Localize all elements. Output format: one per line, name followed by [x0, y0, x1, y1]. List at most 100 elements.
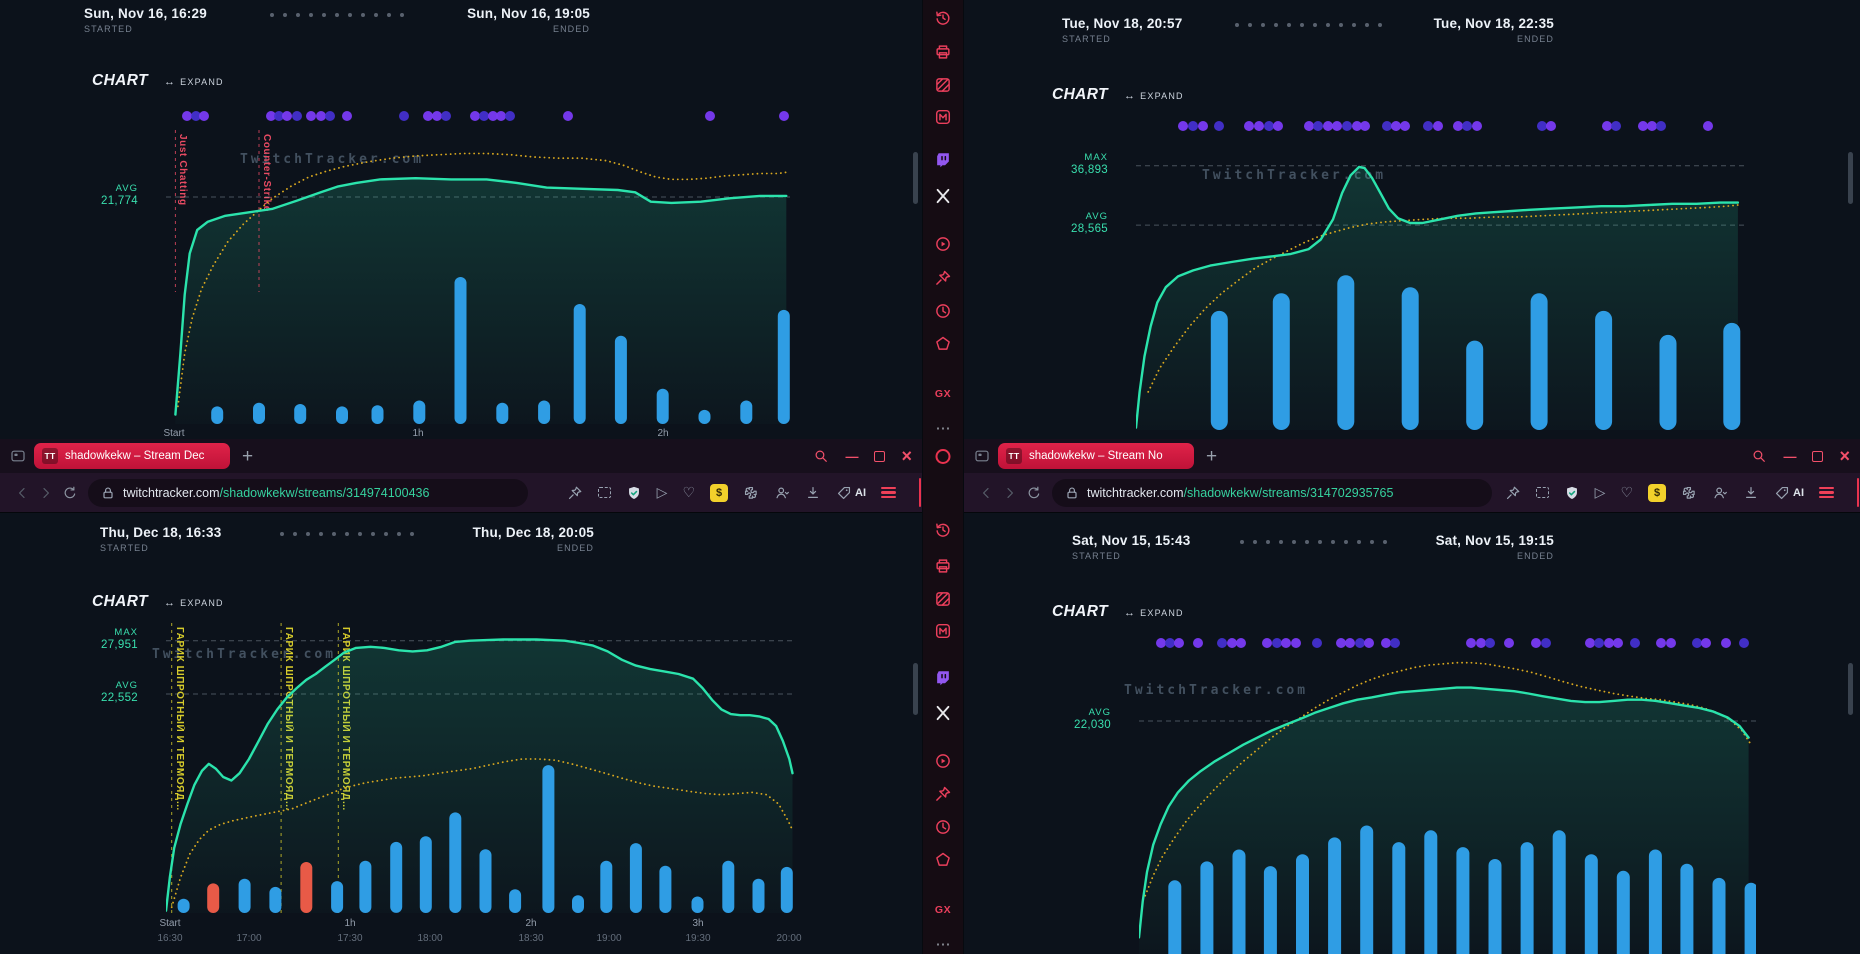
snapshot-icon[interactable] — [597, 487, 611, 498]
active-tab[interactable]: TT shadowkekw – Stream Dec — [34, 443, 230, 469]
site-info-icon[interactable] — [1064, 485, 1080, 501]
close-button[interactable]: × — [1839, 445, 1850, 466]
stream-chart-plot[interactable] — [1139, 658, 1756, 954]
twitch-icon[interactable] — [933, 150, 953, 170]
address-field[interactable]: twitchtracker.com/shadowkekw/streams/314… — [1052, 478, 1492, 507]
more-icon[interactable]: ⋯ — [935, 936, 951, 953]
activity-dot — [1655, 121, 1666, 131]
messenger-icon[interactable] — [933, 107, 953, 127]
chart-section-title: CHART — [92, 593, 148, 610]
clock-icon[interactable] — [933, 301, 953, 321]
send-to-icon[interactable]: ▷ — [656, 484, 668, 500]
activity-dot — [1197, 121, 1208, 131]
bookmark-heart-icon[interactable]: ♡ — [682, 484, 695, 500]
play-icon[interactable] — [933, 751, 953, 771]
expand-label: EXPAND — [1140, 91, 1184, 101]
tab-search-icon[interactable] — [1751, 448, 1767, 464]
shield-icon[interactable] — [1564, 485, 1580, 501]
printer-icon[interactable] — [933, 42, 953, 62]
pin-page-icon[interactable] — [1505, 485, 1521, 501]
shape-icon[interactable] — [933, 334, 953, 354]
pin-page-icon[interactable] — [567, 485, 583, 501]
sidebar-accent-line — [1856, 478, 1859, 507]
activity-dot — [705, 111, 716, 121]
profile-icon[interactable] — [1712, 485, 1728, 501]
address-field[interactable]: twitchtracker.com/shadowkekw/streams/314… — [88, 478, 528, 507]
mask-icon[interactable] — [933, 589, 953, 609]
minimize-button[interactable]: — — [1783, 448, 1797, 464]
x-tick-time: 17:00 — [236, 933, 262, 944]
back-button[interactable] — [10, 485, 34, 501]
twitch-icon[interactable] — [933, 668, 953, 688]
downloads-icon[interactable] — [805, 485, 821, 501]
forward-button[interactable] — [998, 485, 1022, 501]
new-tab-button[interactable]: + — [1206, 445, 1218, 467]
scrollbar-thumb[interactable] — [1848, 152, 1853, 204]
reload-button[interactable] — [1022, 485, 1046, 501]
menu-button[interactable] — [881, 486, 896, 499]
mask-icon[interactable] — [933, 75, 953, 95]
expand-button[interactable]: ↔ EXPAND — [1124, 90, 1184, 102]
forward-button[interactable] — [34, 485, 58, 501]
expand-button[interactable]: ↔ EXPAND — [164, 76, 224, 88]
tab-search-icon[interactable] — [813, 448, 829, 464]
activity-dot — [1541, 638, 1552, 648]
chat-activity-bar — [509, 889, 522, 913]
maximize-button[interactable] — [1812, 450, 1824, 462]
chat-activity-bar — [698, 409, 711, 424]
back-button[interactable] — [974, 485, 998, 501]
workspaces-icon[interactable] — [974, 448, 990, 464]
scrollbar-thumb[interactable] — [913, 663, 918, 715]
chat-activity-bar — [336, 406, 348, 424]
site-info-icon[interactable] — [100, 485, 116, 501]
bookmark-heart-icon[interactable]: ♡ — [1620, 484, 1633, 500]
shape-icon[interactable] — [933, 850, 953, 870]
play-icon[interactable] — [933, 234, 953, 254]
clock-icon[interactable] — [933, 817, 953, 837]
stream-chart-plot[interactable] — [1136, 130, 1744, 430]
menu-button[interactable] — [1819, 486, 1834, 499]
workspaces-icon[interactable] — [10, 448, 26, 464]
y-marker-name: MAX — [1084, 152, 1108, 163]
printer-icon[interactable] — [933, 556, 953, 576]
gx-corner-icon[interactable]: GX — [934, 388, 952, 400]
shield-icon[interactable] — [626, 485, 642, 501]
stream-chart-plot[interactable] — [166, 623, 795, 913]
activity-dot — [199, 111, 210, 121]
more-icon[interactable]: ⋯ — [935, 420, 951, 437]
x-twitter-icon[interactable] — [933, 703, 953, 723]
x-twitter-icon[interactable] — [933, 186, 953, 206]
expand-button[interactable]: ↔ EXPAND — [1124, 607, 1184, 619]
aria-ai-button[interactable]: AI — [836, 485, 866, 501]
pin-icon[interactable] — [933, 784, 953, 804]
cashback-badge[interactable]: $ — [710, 483, 728, 502]
history-icon[interactable] — [933, 8, 953, 28]
extensions-icon[interactable] — [743, 485, 759, 501]
pin-icon[interactable] — [933, 268, 953, 288]
reload-button[interactable] — [58, 485, 82, 501]
scrollbar-thumb[interactable] — [1848, 663, 1853, 715]
opera-logo-icon[interactable] — [935, 449, 951, 464]
activity-dot — [1390, 638, 1401, 648]
close-button[interactable]: × — [901, 445, 912, 466]
scrollbar-thumb[interactable] — [913, 152, 918, 204]
maximize-button[interactable] — [874, 450, 886, 462]
snapshot-icon[interactable] — [1535, 487, 1549, 498]
extensions-icon[interactable] — [1681, 485, 1697, 501]
minimize-button[interactable]: — — [845, 448, 859, 464]
activity-dot — [1271, 638, 1282, 648]
viewers-line — [174, 177, 788, 416]
new-tab-button[interactable]: + — [242, 445, 254, 467]
downloads-icon[interactable] — [1743, 485, 1759, 501]
active-tab[interactable]: TT shadowkekw – Stream No — [998, 443, 1194, 469]
cashback-badge[interactable]: $ — [1648, 483, 1666, 502]
gx-corner-icon[interactable]: GX — [934, 904, 952, 916]
stream-chart-plot[interactable] — [166, 130, 790, 424]
activity-dot — [325, 111, 336, 121]
send-to-icon[interactable]: ▷ — [1594, 484, 1606, 500]
expand-button[interactable]: ↔ EXPAND — [164, 597, 224, 609]
profile-icon[interactable] — [774, 485, 790, 501]
aria-ai-button[interactable]: AI — [1774, 485, 1804, 501]
messenger-icon[interactable] — [933, 621, 953, 641]
history-icon[interactable] — [933, 520, 953, 540]
